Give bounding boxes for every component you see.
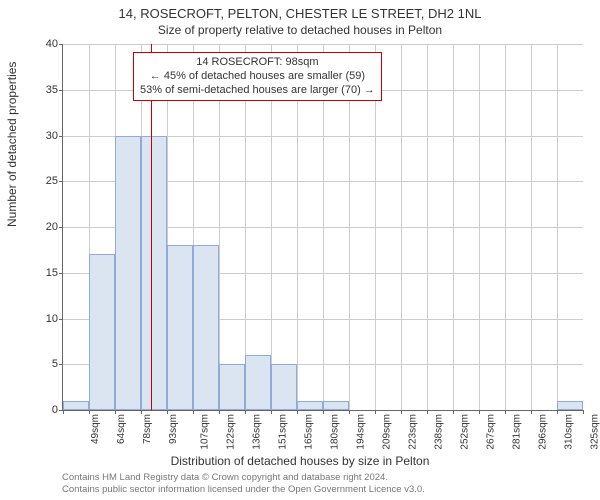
y-tick-label: 15 (28, 267, 58, 279)
histogram-bar (323, 401, 349, 410)
y-axis-label: Number of detached properties (5, 62, 19, 227)
x-tick-mark (505, 410, 506, 414)
annotation-box: 14 ROSECROFT: 98sqm← 45% of detached hou… (133, 52, 382, 101)
histogram-bar (167, 245, 193, 410)
y-tick-mark (59, 136, 63, 137)
x-tick-mark (193, 410, 194, 414)
x-tick-label: 223sqm (408, 414, 419, 450)
x-tick-label: 122sqm (226, 414, 237, 450)
plot-area: 14 ROSECROFT: 98sqm← 45% of detached hou… (62, 44, 583, 411)
x-axis-label: Distribution of detached houses by size … (0, 454, 600, 468)
x-tick-label: 209sqm (382, 414, 393, 450)
footer-line-2: Contains public sector information licen… (62, 484, 425, 496)
chart-title-line-2: Size of property relative to detached ho… (0, 23, 600, 37)
x-tick-label: 238sqm (434, 414, 445, 450)
x-tick-label: 194sqm (356, 414, 367, 450)
y-tick-mark (59, 319, 63, 320)
y-tick-label: 10 (28, 313, 58, 325)
x-tick-mark (427, 410, 428, 414)
annotation-line-2: ← 45% of detached houses are smaller (59… (140, 70, 375, 84)
annotation-line-1: 14 ROSECROFT: 98sqm (140, 56, 375, 70)
x-tick-label: 136sqm (252, 414, 263, 450)
y-tick-label: 25 (28, 175, 58, 187)
x-tick-label: 78sqm (142, 414, 153, 444)
x-gridline (505, 44, 506, 410)
x-tick-mark (63, 410, 64, 414)
histogram-bar (141, 136, 167, 411)
footer-attribution: Contains HM Land Registry data © Crown c… (62, 472, 425, 496)
x-tick-mark (375, 410, 376, 414)
y-tick-label: 35 (28, 84, 58, 96)
x-tick-label: 180sqm (330, 414, 341, 450)
chart-title-line-1: 14, ROSECROFT, PELTON, CHESTER LE STREET… (0, 6, 600, 21)
x-tick-label: 310sqm (564, 414, 575, 450)
x-tick-mark (297, 410, 298, 414)
histogram-bar (63, 401, 89, 410)
x-tick-label: 64sqm (116, 414, 127, 444)
x-tick-label: 296sqm (538, 414, 549, 450)
x-tick-mark (531, 410, 532, 414)
y-tick-mark (59, 90, 63, 91)
histogram-bar (297, 401, 323, 410)
y-tick-mark (59, 227, 63, 228)
x-tick-label: 93sqm (168, 414, 179, 444)
y-tick-mark (59, 364, 63, 365)
x-tick-label: 281sqm (512, 414, 523, 450)
x-tick-label: 267sqm (486, 414, 497, 450)
x-tick-mark (479, 410, 480, 414)
histogram-bar (89, 254, 115, 410)
x-tick-mark (557, 410, 558, 414)
x-tick-label: 151sqm (278, 414, 289, 450)
y-tick-label: 0 (28, 404, 58, 416)
x-tick-label: 165sqm (304, 414, 315, 450)
y-tick-label: 5 (28, 358, 58, 370)
histogram-bar (271, 364, 297, 410)
x-gridline (427, 44, 428, 410)
x-tick-label: 49sqm (90, 414, 101, 444)
x-tick-mark (323, 410, 324, 414)
annotation-line-3: 53% of semi-detached houses are larger (… (140, 84, 375, 98)
x-tick-mark (349, 410, 350, 414)
x-tick-mark (453, 410, 454, 414)
x-tick-mark (245, 410, 246, 414)
x-tick-label: 107sqm (200, 414, 211, 450)
chart-container: 14, ROSECROFT, PELTON, CHESTER LE STREET… (0, 0, 600, 500)
x-tick-mark (219, 410, 220, 414)
y-tick-label: 30 (28, 130, 58, 142)
histogram-bar (219, 364, 245, 410)
x-tick-label: 325sqm (590, 414, 600, 450)
y-tick-mark (59, 273, 63, 274)
footer-line-1: Contains HM Land Registry data © Crown c… (62, 472, 425, 484)
x-gridline (557, 44, 558, 410)
histogram-bar (245, 355, 271, 410)
y-tick-label: 40 (28, 38, 58, 50)
x-gridline (531, 44, 532, 410)
x-gridline (453, 44, 454, 410)
y-tick-mark (59, 181, 63, 182)
histogram-bar (557, 401, 583, 410)
x-tick-mark (401, 410, 402, 414)
x-gridline (479, 44, 480, 410)
y-tick-label: 20 (28, 221, 58, 233)
x-tick-mark (583, 410, 584, 414)
histogram-bar (115, 136, 141, 411)
y-tick-mark (59, 44, 63, 45)
x-tick-mark (271, 410, 272, 414)
x-tick-label: 252sqm (460, 414, 471, 450)
x-gridline (401, 44, 402, 410)
histogram-bar (193, 245, 219, 410)
